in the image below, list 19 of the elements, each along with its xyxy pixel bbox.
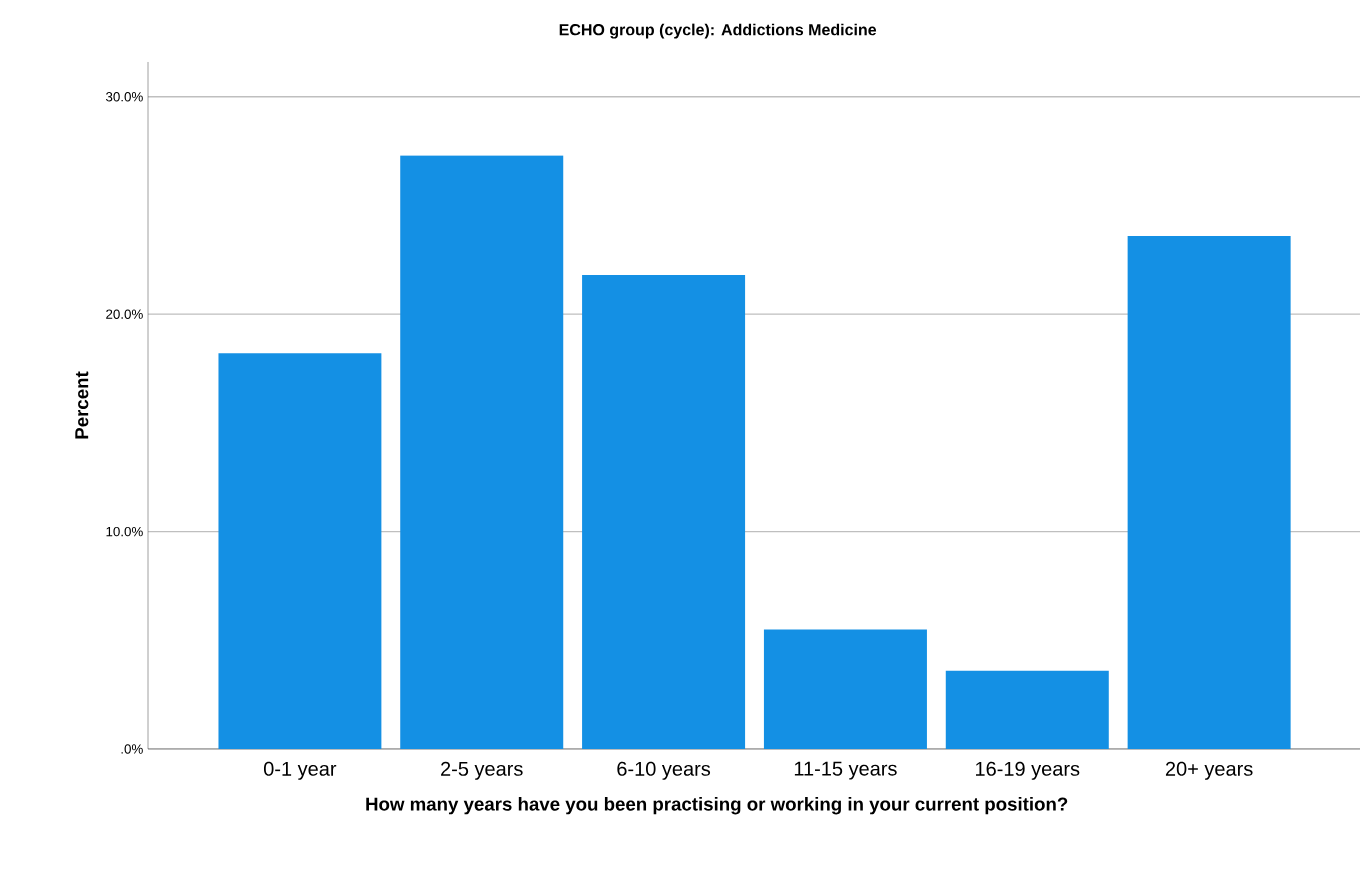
chart-title: ECHO group (cycle): Addictions Medicine — [559, 23, 877, 39]
x-tick-label: 16-19 years — [976, 761, 1080, 780]
bar — [945, 670, 1109, 749]
x-tick-label: 2-5 years — [441, 761, 523, 780]
x-axis-title: How many years have you been practising or working in your current position? — [366, 796, 1068, 815]
bar — [400, 155, 564, 749]
y-tick-label: 10.0% — [106, 526, 143, 537]
y-tick-label: 20.0% — [106, 309, 143, 319]
x-tick-label: 11-15 years — [794, 761, 897, 780]
x-tick-label: 20+ years — [1165, 761, 1253, 780]
bar — [763, 629, 927, 749]
y-tick-label: .0% — [121, 744, 143, 754]
y-tick-label: 30.0% — [105, 92, 143, 102]
x-tick-label: 6-10 years — [617, 761, 711, 780]
x-tick-label: 0-1 year — [263, 761, 337, 780]
y-axis-title: Percent — [75, 371, 89, 439]
bar — [1127, 235, 1291, 749]
bar — [218, 353, 382, 749]
bar — [582, 275, 746, 749]
